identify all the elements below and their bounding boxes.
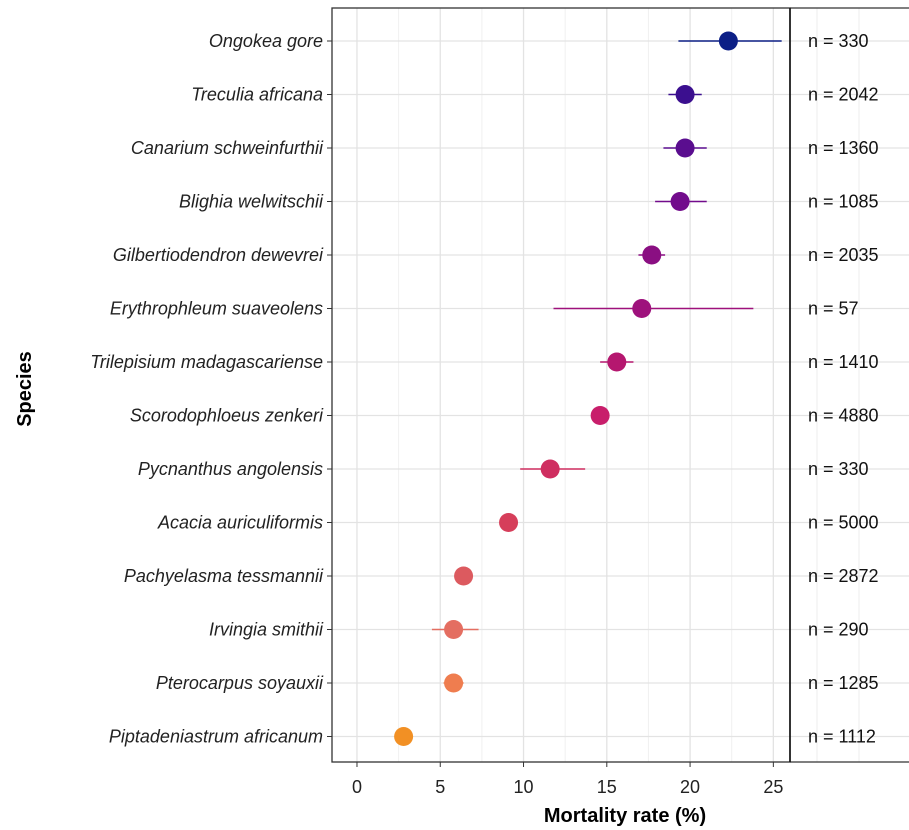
species-label: Gilbertiodendron dewevrei (113, 245, 324, 265)
x-tick-label: 15 (597, 777, 617, 797)
x-tick-label: 25 (763, 777, 783, 797)
data-point (444, 620, 464, 639)
data-point (394, 727, 414, 746)
x-tick-label: 5 (435, 777, 445, 797)
data-point (607, 352, 627, 372)
species-label: Acacia auriculiformis (157, 513, 323, 533)
x-tick-label: 10 (514, 777, 534, 797)
species-label: Piptadeniastrum africanum (109, 727, 323, 747)
data-point (675, 138, 695, 158)
y-axis-title: Species (14, 351, 36, 427)
species-label: Pterocarpus soyauxii (156, 673, 324, 693)
data-point (632, 299, 652, 318)
x-tick-label: 20 (680, 777, 700, 797)
x-axis-title: Mortality rate (%) (544, 805, 706, 827)
n-label: n = 1285 (808, 673, 879, 693)
data-point (642, 245, 662, 265)
species-label: Trilepisium madagascariense (90, 352, 323, 372)
n-label: n = 2872 (808, 566, 879, 586)
n-label: n = 1112 (808, 727, 876, 747)
n-label: n = 2035 (808, 245, 879, 265)
data-point (670, 192, 690, 211)
data-point (499, 513, 519, 532)
n-label: n = 290 (808, 620, 869, 640)
data-point (590, 406, 610, 425)
n-label: n = 2042 (808, 85, 879, 105)
data-point (454, 566, 474, 586)
species-label: Canarium schweinfurthii (131, 138, 324, 158)
data-point (675, 85, 695, 104)
n-label: n = 1085 (808, 192, 879, 212)
n-label: n = 4880 (808, 406, 879, 426)
data-point (540, 459, 560, 479)
species-label: Ongokea gore (209, 31, 323, 51)
n-label: n = 1410 (808, 352, 879, 372)
species-label: Scorodophloeus zenkeri (130, 406, 324, 426)
species-label: Erythrophleum suaveolens (110, 299, 323, 319)
n-label: n = 330 (808, 459, 869, 479)
data-point (444, 673, 464, 693)
species-label: Blighia welwitschii (179, 192, 324, 212)
plot-grid (332, 8, 909, 762)
species-label: Treculia africana (191, 85, 323, 105)
axes: 0 5 10 15 20 25 (327, 7, 909, 797)
category-labels: Ongokea gore n = 330 Treculia africana n = … (90, 31, 878, 747)
species-label: Pycnanthus angolensis (138, 459, 323, 479)
species-label: Irvingia smithii (209, 620, 324, 640)
species-label: Pachyelasma tessmannii (124, 566, 324, 586)
n-label: n = 57 (808, 299, 859, 319)
n-label: n = 330 (808, 31, 869, 51)
data-point (718, 31, 738, 51)
data-marks (394, 31, 782, 746)
n-label: n = 1360 (808, 138, 879, 158)
x-tick-label: 0 (352, 777, 362, 797)
n-label: n = 5000 (808, 513, 879, 533)
